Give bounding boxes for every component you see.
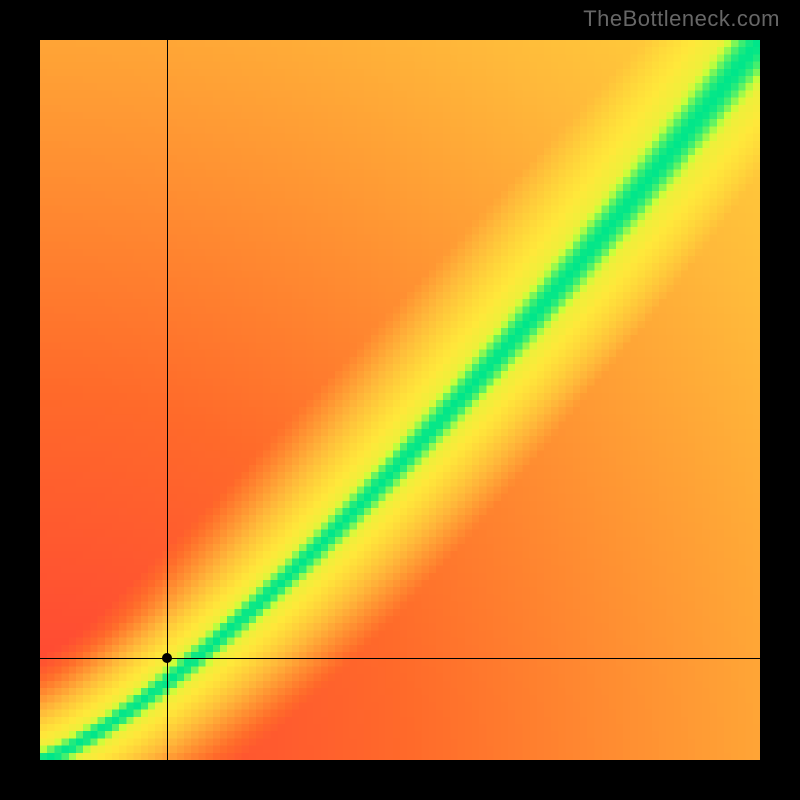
plot-area [40, 40, 760, 760]
heatmap-canvas [40, 40, 760, 760]
crosshair-horizontal [40, 658, 760, 659]
marker-point [162, 653, 172, 663]
figure-container: TheBottleneck.com [0, 0, 800, 800]
watermark-text: TheBottleneck.com [583, 6, 780, 32]
